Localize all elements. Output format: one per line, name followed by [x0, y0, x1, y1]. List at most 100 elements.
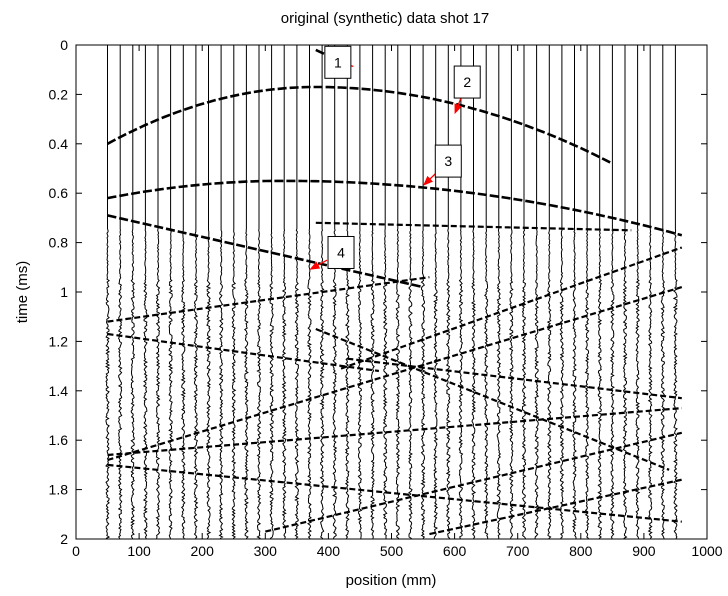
trace-44 — [660, 45, 666, 539]
event-line-6 — [107, 332, 380, 373]
x-tick-label: 900 — [632, 543, 656, 559]
trace-group — [104, 45, 678, 539]
event-line-2 — [107, 179, 683, 237]
trace-36 — [559, 45, 565, 539]
y-tick-label: 0.8 — [49, 235, 69, 251]
trace-31 — [496, 45, 502, 539]
callout-box — [327, 235, 355, 269]
event-line-10 — [315, 327, 670, 471]
event-line-1 — [106, 85, 613, 165]
trace-15 — [294, 45, 300, 539]
trace-22 — [382, 45, 388, 539]
x-tick-label: 200 — [191, 543, 215, 559]
trace-9 — [218, 45, 224, 539]
trace-4 — [155, 45, 161, 539]
x-tick-label: 300 — [254, 543, 278, 559]
trace-11 — [243, 45, 249, 539]
trace-18 — [332, 45, 338, 539]
y-axis-title: time (ms) — [14, 261, 31, 324]
callout-label: 2 — [463, 74, 471, 90]
callout-arrowhead — [423, 175, 433, 186]
x-tick-label: 700 — [506, 543, 530, 559]
event-line-9 — [347, 357, 682, 400]
y-tick-label: 2 — [60, 531, 68, 547]
event-line-5 — [107, 276, 430, 323]
trace-24 — [407, 45, 413, 539]
trace-23 — [395, 45, 401, 539]
trace-38 — [584, 45, 590, 539]
x-tick-label: 500 — [380, 543, 404, 559]
trace-26 — [433, 45, 439, 539]
trace-14 — [281, 45, 287, 539]
callout-label: 4 — [337, 244, 345, 260]
trace-0 — [104, 45, 111, 539]
callout-label: 1 — [334, 54, 342, 70]
x-tick-label: 0 — [72, 543, 80, 559]
callout-box — [453, 65, 481, 99]
trace-41 — [622, 45, 628, 539]
y-tick-label: 0.4 — [49, 136, 69, 152]
trace-43 — [647, 45, 653, 539]
y-tick-label: 1.2 — [49, 333, 69, 349]
trace-10 — [231, 45, 237, 539]
trace-33 — [521, 45, 527, 539]
x-tick-label: 800 — [569, 543, 593, 559]
trace-13 — [269, 45, 275, 539]
x-tick-label: 1000 — [691, 543, 722, 559]
trace-42 — [634, 45, 641, 539]
trace-21 — [370, 45, 375, 539]
y-tick-label: 1 — [60, 284, 68, 300]
trace-40 — [609, 45, 615, 539]
callout-3: 3 — [423, 144, 462, 186]
trace-39 — [597, 45, 603, 539]
chart-title: original (synthetic) data shot 17 — [281, 10, 489, 27]
trace-7 — [193, 45, 199, 539]
trace-30 — [483, 45, 489, 539]
trace-29 — [470, 45, 477, 539]
trace-1 — [117, 45, 123, 539]
event-line-3 — [107, 214, 424, 289]
trace-19 — [344, 45, 350, 539]
trace-20 — [357, 45, 363, 539]
trace-34 — [534, 45, 540, 539]
trace-27 — [445, 45, 451, 539]
trace-37 — [571, 45, 577, 539]
trace-35 — [546, 45, 552, 539]
y-axis: 0 0.2 0.4 0.6 0.8 1 1.2 1.4 1.6 1.8 2 — [49, 37, 707, 547]
event-line-11 — [107, 407, 682, 457]
callout-arrowhead — [309, 261, 321, 270]
y-tick-label: 1.6 — [49, 432, 69, 448]
trace-12 — [256, 45, 262, 539]
callout-arrow-line — [317, 259, 328, 267]
trace-45 — [672, 45, 678, 539]
y-tick-label: 0.2 — [49, 86, 69, 102]
callout-box — [324, 45, 352, 79]
event-line-4 — [315, 221, 632, 232]
trace-5 — [168, 45, 174, 539]
event-group — [106, 48, 683, 536]
y-tick-label: 0 — [60, 37, 68, 53]
trace-8 — [205, 45, 212, 539]
y-tick-label: 1.8 — [49, 482, 69, 498]
callout-1: 1 — [324, 45, 354, 79]
trace-2 — [130, 45, 136, 539]
x-axis-title: position (mm) — [346, 572, 437, 589]
callout-arrowhead — [454, 103, 462, 115]
event-line-8 — [107, 286, 683, 462]
callout-label: 3 — [444, 153, 452, 169]
x-tick-label: 100 — [127, 543, 151, 559]
event-line-13 — [265, 431, 683, 533]
trace-32 — [508, 45, 514, 539]
trace-3 — [142, 45, 148, 539]
y-tick-label: 1.4 — [49, 383, 69, 399]
trace-28 — [458, 45, 464, 539]
callout-2: 2 — [453, 65, 481, 115]
event-line-7 — [340, 246, 683, 370]
x-tick-label: 400 — [317, 543, 341, 559]
annotation-group: 1 2 3 4 — [309, 45, 481, 270]
x-tick-label: 600 — [443, 543, 467, 559]
event-line-14 — [429, 478, 683, 536]
callout-4: 4 — [309, 235, 355, 270]
